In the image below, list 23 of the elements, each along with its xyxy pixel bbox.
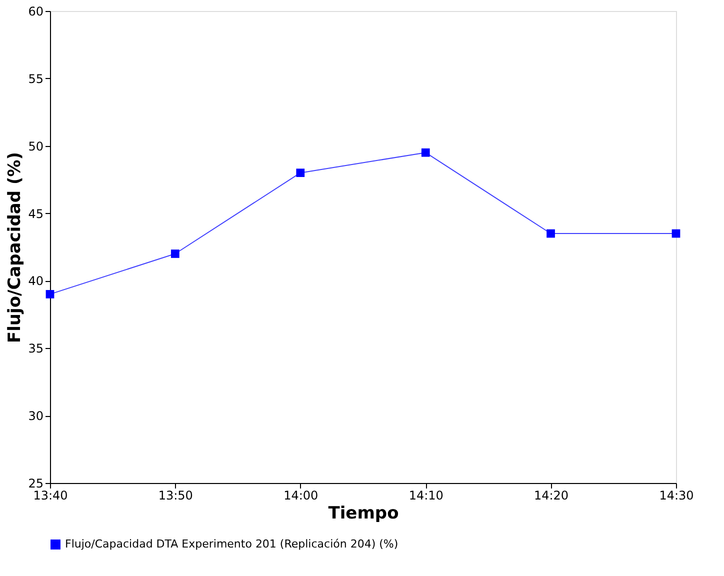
y-tick-label: 60	[28, 4, 44, 18]
x-tick-label: 14:10	[408, 488, 444, 502]
x-tick-label: 14:00	[284, 488, 318, 502]
x-tick-label: 14:30	[659, 488, 694, 502]
y-tick-label: 50	[28, 139, 44, 154]
y-tick-label: 40	[28, 274, 44, 288]
point	[672, 229, 680, 238]
y-tick-label: 35	[28, 342, 44, 356]
y-tick-label: 45	[28, 206, 44, 221]
y-axis-title: Flujo/Capacidad (%)	[5, 152, 26, 344]
point	[296, 168, 305, 178]
point	[421, 148, 430, 157]
x-tick-label: 14:20	[534, 488, 569, 502]
legend-label: Flujo/Capacidad DTA Experimento 201 (Replicación 204) (%)	[65, 538, 398, 550]
x-tick-label: 13:50	[158, 488, 193, 502]
point	[170, 250, 180, 258]
x-tick-label: 13:40	[33, 488, 68, 502]
point	[46, 290, 54, 298]
y-tick-label: 25	[28, 476, 44, 490]
y-tick-label: 55	[28, 72, 44, 86]
y-tick-label: 30	[28, 409, 44, 424]
point	[546, 229, 555, 238]
x-axis-title: Tiempo	[328, 504, 399, 524]
